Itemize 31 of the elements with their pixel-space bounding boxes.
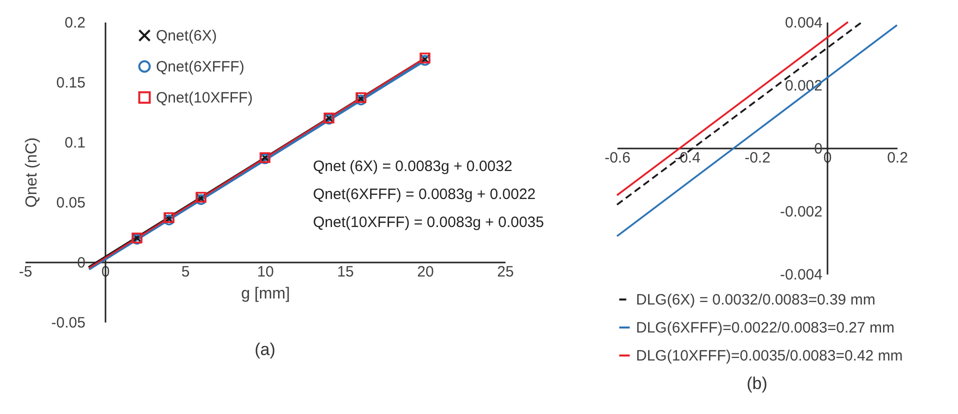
y-tick-label: 0.1 <box>64 134 86 152</box>
annotation: Qnet (6X) = 0.0083g + 0.0032 <box>313 158 512 175</box>
y-tick-label: 0.05 <box>56 194 86 212</box>
legend-label: Qnet(10XFFF) <box>156 90 253 106</box>
x-tick-label: -0.4 <box>674 150 700 166</box>
text: (a) <box>254 340 276 359</box>
legend-label: DLG(6XFFF)=0.0022/0.0083=0.27 mm <box>636 320 894 336</box>
y-tick-label: -0.004 <box>780 266 822 284</box>
y-tick-label: 0.004 <box>784 14 822 32</box>
legend-label: DLG(10XFFF)=0.0035/0.0083=0.42 mm <box>636 348 903 364</box>
x-tick-label: -0.2 <box>744 150 770 166</box>
y-axis-title: Qnet (nC) <box>23 137 40 208</box>
legend-label: DLG(6X) = 0.0032/0.0083=0.39 mm <box>636 292 876 308</box>
x-tick-label: 0.2 <box>887 150 908 166</box>
x-tick-label: -0.6 <box>604 150 630 166</box>
y-tick-label: 0.2 <box>64 14 86 32</box>
x-axis-title: g [mm] <box>241 286 290 302</box>
y-tick-label: -0.05 <box>51 314 86 332</box>
text: (b) <box>746 374 768 393</box>
x-tick-label: 20 <box>417 264 434 280</box>
annotation: Qnet(6XFFF) = 0.0083g + 0.0022 <box>313 186 536 203</box>
annotation: Qnet(10XFFF) = 0.0083g + 0.0035 <box>313 214 544 231</box>
x-tick-label: 25 <box>497 264 514 280</box>
x-tick-label: 10 <box>257 264 274 280</box>
legend-label: Qnet(6X) <box>156 28 217 44</box>
x-tick-label: 15 <box>337 264 354 280</box>
y-tick-label: -0.002 <box>780 204 822 220</box>
x-tick-label: 5 <box>181 264 190 280</box>
y-tick-label: 0.15 <box>56 74 86 92</box>
x-tick-label: -5 <box>18 264 32 280</box>
legend-label: Qnet(6XFFF) <box>156 58 244 76</box>
